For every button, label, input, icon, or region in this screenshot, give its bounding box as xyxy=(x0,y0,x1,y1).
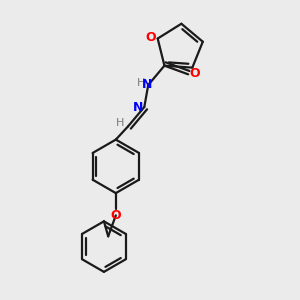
Text: H: H xyxy=(136,78,145,88)
Text: N: N xyxy=(142,78,152,91)
Text: O: O xyxy=(110,209,121,222)
Text: H: H xyxy=(116,118,124,128)
Text: O: O xyxy=(189,67,200,80)
Text: O: O xyxy=(146,32,156,44)
Text: N: N xyxy=(133,101,143,114)
